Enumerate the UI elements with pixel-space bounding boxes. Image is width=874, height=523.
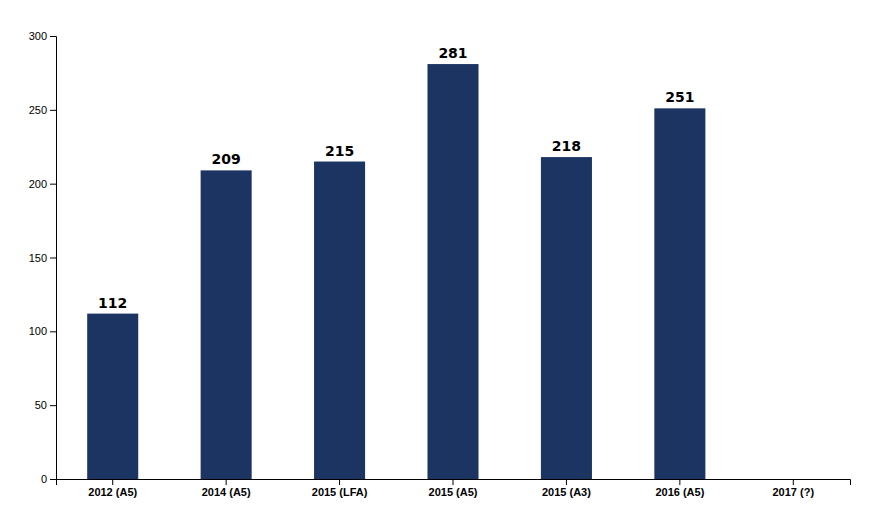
y-tick-mark bbox=[50, 479, 56, 480]
x-tick-mark bbox=[793, 479, 794, 485]
x-tick-label: 2015 (A5) bbox=[429, 486, 478, 498]
y-tick: 300 bbox=[29, 30, 56, 42]
data-label: 112 bbox=[98, 295, 127, 311]
y-tick-mark bbox=[50, 110, 56, 111]
x-tick-mark bbox=[453, 479, 454, 485]
y-tick-label: 300 bbox=[29, 30, 47, 42]
y-tick: 100 bbox=[29, 325, 56, 337]
bar bbox=[654, 108, 705, 479]
data-label: 218 bbox=[552, 138, 581, 154]
x-tick-mark bbox=[679, 479, 680, 485]
bar bbox=[201, 170, 252, 479]
x-tick: 2015 (LFA) bbox=[312, 479, 368, 498]
data-label: 251 bbox=[665, 89, 694, 105]
y-tick-mark bbox=[50, 331, 56, 332]
y-tick-label: 0 bbox=[41, 473, 47, 485]
bar bbox=[314, 162, 365, 479]
y-tick: 150 bbox=[29, 252, 56, 264]
y-tick-mark bbox=[50, 36, 56, 37]
x-tick-mark bbox=[112, 479, 113, 485]
x-tick-label: 2017 (?) bbox=[772, 486, 814, 498]
y-axis: 0 50 100 150 200 250 300 bbox=[29, 30, 57, 485]
y-tick: 0 bbox=[41, 473, 56, 485]
data-label: 281 bbox=[438, 45, 467, 61]
x-tick-mark bbox=[339, 479, 340, 485]
x-tick: 2017 (?) bbox=[772, 479, 814, 498]
bar bbox=[87, 314, 138, 479]
y-tick: 200 bbox=[29, 178, 56, 190]
x-tick: 2014 (A5) bbox=[202, 479, 251, 498]
bar bbox=[768, 479, 819, 480]
x-tick: 2015 (A3) bbox=[542, 479, 591, 498]
y-tick: 250 bbox=[29, 104, 56, 116]
bar bbox=[427, 64, 478, 479]
data-label: 209 bbox=[212, 151, 241, 167]
x-tick-label: 2016 (A5) bbox=[655, 486, 704, 498]
data-labels: 112 209 215 281 218 251 bbox=[98, 45, 694, 311]
x-tick-label: 2014 (A5) bbox=[202, 486, 251, 498]
x-tick: 2015 (A5) bbox=[429, 479, 478, 498]
x-tick-mark bbox=[566, 479, 567, 485]
plot: 0 50 100 150 200 250 300 2012 (A5) 2014 (A5) 2015… bbox=[29, 30, 851, 498]
y-tick-label: 200 bbox=[29, 178, 47, 190]
data-label: 215 bbox=[325, 143, 354, 159]
x-tick-label: 2015 (LFA) bbox=[312, 486, 368, 498]
y-tick: 50 bbox=[35, 399, 56, 411]
x-tick-label: 2015 (A3) bbox=[542, 486, 591, 498]
x-tick-label: 2012 (A5) bbox=[88, 486, 137, 498]
bars bbox=[87, 64, 705, 479]
x-tick-mark bbox=[226, 479, 227, 485]
x-axis-line bbox=[57, 480, 851, 486]
x-tick: 2012 (A5) bbox=[88, 479, 137, 498]
y-axis-line bbox=[50, 37, 57, 480]
x-tick: 2016 (A5) bbox=[655, 479, 704, 498]
y-tick-label: 150 bbox=[29, 252, 47, 264]
y-tick-label: 100 bbox=[29, 325, 47, 337]
bar bbox=[541, 157, 592, 479]
y-tick-mark bbox=[50, 184, 56, 185]
x-axis: 2012 (A5) 2014 (A5) 2015 (LFA) 2015 (A5) 201… bbox=[57, 479, 851, 498]
y-tick-label: 250 bbox=[29, 104, 47, 116]
chart: 0 50 100 150 200 250 300 2012 (A5) 2014 (A5) 2015… bbox=[0, 0, 874, 523]
y-tick-mark bbox=[50, 405, 56, 406]
y-tick-mark bbox=[50, 258, 56, 259]
y-tick-label: 50 bbox=[35, 399, 47, 411]
